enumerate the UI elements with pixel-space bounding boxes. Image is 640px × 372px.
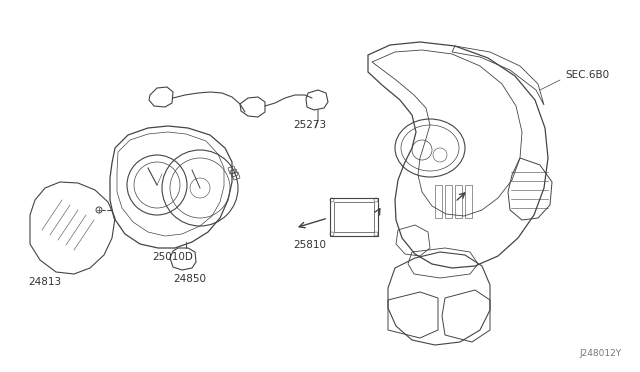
Text: 25810: 25810 [293,240,326,250]
Text: 25273: 25273 [293,120,326,130]
Text: 24850: 24850 [173,274,207,284]
Text: 24813: 24813 [28,277,61,287]
Text: SEC.6B0: SEC.6B0 [565,70,609,80]
Text: J248012Y: J248012Y [580,349,622,358]
Text: 25010D: 25010D [152,252,193,262]
